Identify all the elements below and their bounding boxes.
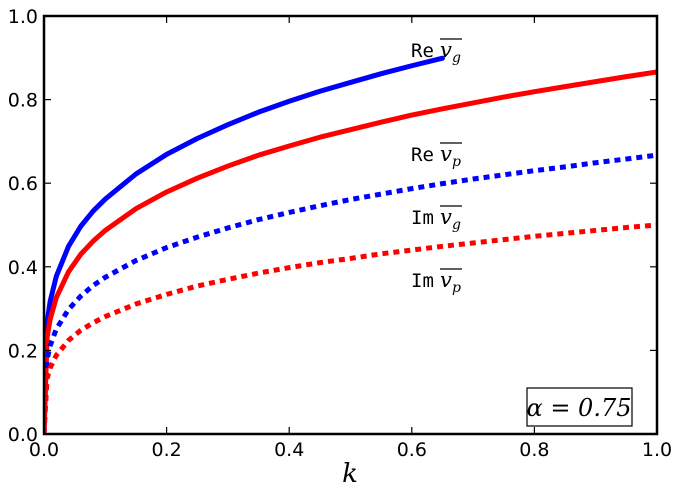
series-line-im-vg — [44, 152, 657, 434]
series-label-subscript: g — [452, 50, 461, 66]
y-tick-label: 0.0 — [8, 424, 38, 446]
parameter-box-frame — [526, 387, 633, 427]
y-tick-label: 0.2 — [8, 340, 38, 362]
x-axis-label: k — [342, 459, 358, 489]
series-label-layer: Re v gRe v pIm v gIm v p — [411, 38, 462, 296]
series-label-prefix: Im — [411, 270, 434, 292]
x-tick-label: 0.8 — [519, 439, 549, 461]
parameter-box-text: α = 0.75 — [526, 394, 631, 422]
series-label-prefix: Re — [411, 144, 434, 166]
series-line-re-vg — [44, 55, 445, 434]
series-label-subscript: p — [452, 280, 461, 296]
series-label-symbol: v — [440, 142, 452, 166]
series-label-symbol: v — [440, 38, 452, 62]
y-tick-label: 0.6 — [8, 173, 38, 195]
series-label-im-vp: Im v p — [411, 268, 462, 296]
x-tick-label: 0.4 — [274, 439, 304, 461]
x-tick-label: 1.0 — [642, 439, 672, 461]
y-tick-label: 0.8 — [8, 90, 38, 112]
series-label-re-vp: Re v p — [411, 142, 462, 170]
series-label-symbol: v — [440, 205, 452, 229]
series-line-im-vp — [44, 222, 657, 434]
x-tick-label: 0.0 — [29, 439, 59, 461]
series-line-re-vp — [44, 69, 657, 434]
y-tick-label: 0.4 — [8, 257, 38, 279]
series-label-prefix: Re — [411, 40, 434, 62]
series-label-subscript: p — [452, 154, 461, 170]
tick-layer: 0.0 0.2 0.4 0.6 0.8 1.0 0.0 0.2 0.4 0.6 0.8 1.0 — [8, 6, 672, 461]
parameter-box: α = 0.75 — [526, 387, 633, 427]
series-label-subscript: g — [452, 217, 461, 233]
y-tick-label: 1.0 — [8, 6, 38, 28]
x-tick-label: 0.2 — [151, 439, 181, 461]
series-label-im-vg: Im v g — [411, 205, 462, 233]
series-layer — [44, 55, 657, 434]
series-label-re-vg: Re v g — [411, 38, 462, 66]
x-tick-label: 0.6 — [397, 439, 427, 461]
plot-frame — [42, 14, 659, 436]
series-label-prefix: Im — [411, 207, 434, 229]
series-label-symbol: v — [440, 268, 452, 292]
